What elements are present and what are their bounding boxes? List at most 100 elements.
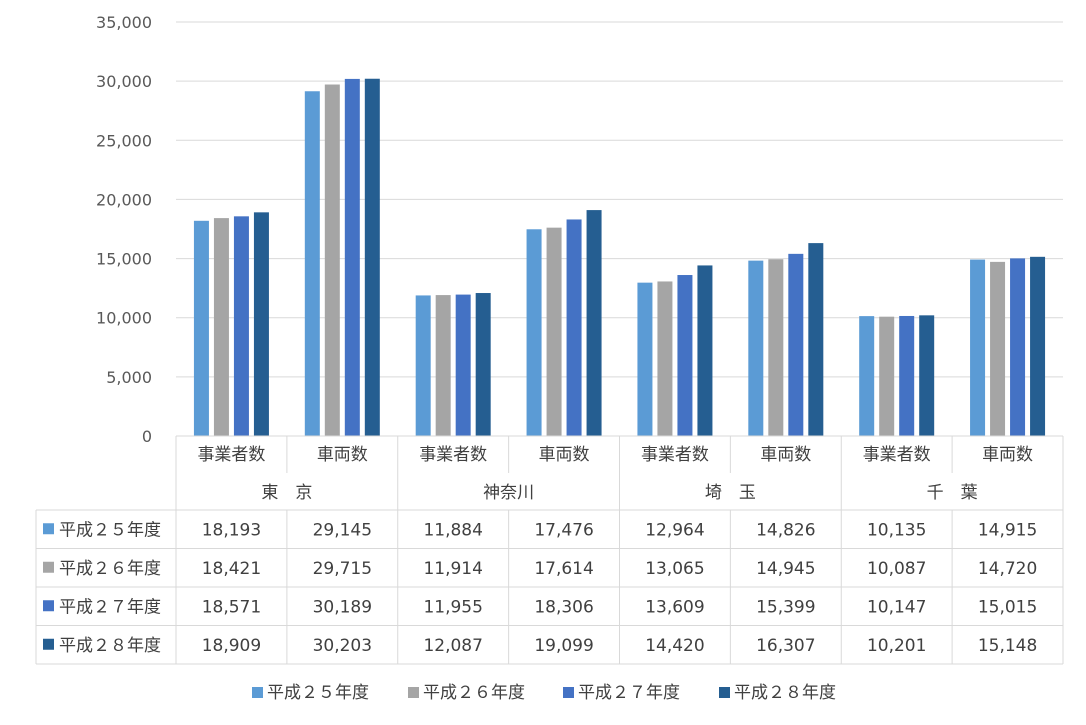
data-label: 11,955 bbox=[423, 597, 482, 617]
series-legend-key bbox=[43, 638, 54, 650]
data-label: 11,914 bbox=[423, 559, 482, 579]
bar bbox=[879, 316, 895, 436]
bar bbox=[455, 294, 471, 436]
bar bbox=[697, 265, 713, 436]
data-label: 14,720 bbox=[978, 559, 1037, 579]
data-label: 17,476 bbox=[534, 520, 593, 540]
series-legend-key bbox=[43, 561, 54, 573]
data-label: 10,087 bbox=[867, 559, 926, 579]
data-label: 30,189 bbox=[313, 597, 372, 617]
category-label: 車両数 bbox=[982, 445, 1033, 465]
data-label: 15,399 bbox=[756, 597, 815, 617]
bar bbox=[435, 295, 451, 436]
bar bbox=[546, 227, 562, 436]
bar bbox=[324, 84, 340, 436]
category-label: 車両数 bbox=[760, 445, 811, 465]
bar bbox=[919, 315, 935, 436]
y-tick-label: 5,000 bbox=[106, 368, 152, 387]
series-row-label: 平成２６年度 bbox=[59, 559, 161, 579]
bar bbox=[748, 260, 764, 436]
category-label: 車両数 bbox=[539, 445, 590, 465]
legend-label: 平成２８年度 bbox=[734, 683, 836, 703]
group-label: 神奈川 bbox=[483, 483, 534, 503]
legend-swatch bbox=[252, 687, 263, 698]
data-label: 18,193 bbox=[202, 520, 261, 540]
group-label: 東 京 bbox=[261, 483, 312, 503]
data-label: 14,915 bbox=[978, 520, 1037, 540]
data-label: 18,571 bbox=[202, 597, 261, 617]
bar bbox=[1010, 258, 1026, 436]
y-tick-label: 25,000 bbox=[96, 131, 152, 150]
y-tick-label: 0 bbox=[142, 427, 152, 446]
bar bbox=[475, 293, 491, 436]
data-label: 10,135 bbox=[867, 520, 926, 540]
legend-label: 平成２５年度 bbox=[267, 683, 369, 703]
data-label: 29,145 bbox=[313, 520, 372, 540]
bar bbox=[364, 78, 380, 437]
data-label: 18,909 bbox=[202, 636, 261, 656]
bar bbox=[970, 259, 986, 436]
category-label: 事業者数 bbox=[863, 445, 931, 465]
category-label: 車両数 bbox=[317, 445, 368, 465]
bar bbox=[677, 275, 693, 436]
data-label: 29,715 bbox=[313, 559, 372, 579]
group-label: 千 葉 bbox=[927, 483, 978, 503]
bar bbox=[566, 219, 582, 436]
data-label: 15,015 bbox=[978, 597, 1037, 617]
y-axis-ticks: 35,000 30,000 25,000 20,000 15,000 10,000 5,00… bbox=[96, 13, 152, 446]
legend-label: 平成２７年度 bbox=[578, 683, 680, 703]
bar bbox=[1030, 256, 1046, 436]
data-label: 18,306 bbox=[534, 597, 593, 617]
data-label: 30,203 bbox=[313, 636, 372, 656]
data-label: 15,148 bbox=[978, 636, 1037, 656]
legend: 平成２５年度 平成２６年度 平成２７年度 平成２８年度 bbox=[252, 683, 836, 703]
y-tick-label: 20,000 bbox=[96, 190, 152, 209]
bar bbox=[526, 229, 542, 436]
bar bbox=[990, 261, 1006, 436]
data-label: 14,826 bbox=[756, 520, 815, 540]
bar bbox=[253, 212, 269, 436]
bars bbox=[193, 78, 1046, 437]
series-legend-key bbox=[43, 600, 54, 612]
bar bbox=[586, 210, 602, 436]
group-label: 埼 玉 bbox=[705, 483, 756, 503]
data-label: 10,201 bbox=[867, 636, 926, 656]
y-tick-label: 35,000 bbox=[96, 13, 152, 32]
bar bbox=[808, 243, 824, 436]
legend-label: 平成２６年度 bbox=[423, 683, 525, 703]
bar bbox=[344, 78, 360, 436]
bar bbox=[899, 315, 915, 436]
bar bbox=[637, 282, 653, 436]
bar bbox=[233, 216, 249, 436]
data-label: 18,421 bbox=[202, 559, 261, 579]
data-label: 16,307 bbox=[756, 636, 815, 656]
data-label: 14,945 bbox=[756, 559, 815, 579]
data-label: 11,884 bbox=[423, 520, 482, 540]
data-label: 13,065 bbox=[645, 559, 704, 579]
legend-swatch bbox=[563, 687, 574, 698]
y-tick-label: 10,000 bbox=[96, 309, 152, 328]
y-tick-label: 15,000 bbox=[96, 250, 152, 269]
series-row-label: 平成２５年度 bbox=[59, 520, 161, 540]
data-label: 13,609 bbox=[645, 597, 704, 617]
data-label: 14,420 bbox=[645, 636, 704, 656]
category-label: 事業者数 bbox=[197, 445, 265, 465]
data-label: 12,964 bbox=[645, 520, 704, 540]
legend-swatch bbox=[408, 687, 419, 698]
bar bbox=[304, 91, 320, 436]
category-label: 事業者数 bbox=[419, 445, 487, 465]
data-label: 10,147 bbox=[867, 597, 926, 617]
data-label: 19,099 bbox=[534, 636, 593, 656]
y-tick-label: 30,000 bbox=[96, 72, 152, 91]
category-label: 事業者数 bbox=[641, 445, 709, 465]
bar bbox=[415, 295, 431, 436]
data-label: 17,614 bbox=[534, 559, 593, 579]
bar bbox=[193, 220, 209, 436]
bar bbox=[213, 218, 229, 436]
data-label: 12,087 bbox=[423, 636, 482, 656]
series-legend-key bbox=[43, 523, 54, 535]
bar bbox=[788, 253, 804, 436]
series-row-label: 平成２８年度 bbox=[59, 636, 161, 656]
